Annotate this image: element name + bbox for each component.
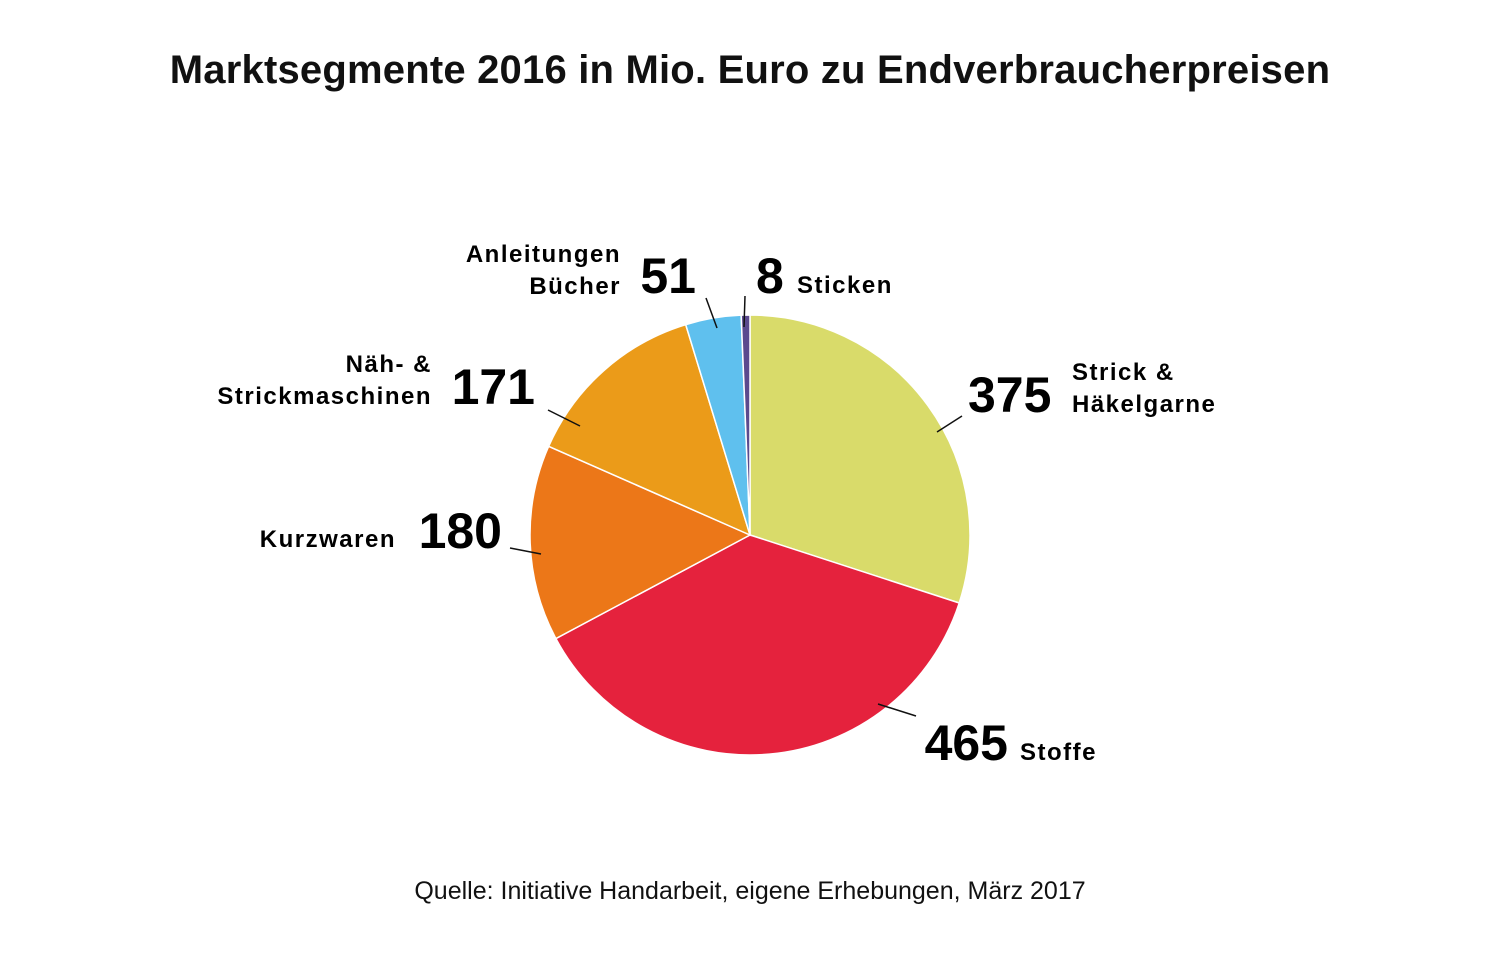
slice-label-stoffe: Stoffe [1020,739,1097,766]
leader-line-anleitungen [705,297,718,329]
data-label-maschinen: 171 [452,359,535,415]
slice-label-sticken: Sticken [797,272,893,299]
pie-slice-sticken [740,314,751,536]
leader-line-maschinen [547,409,581,427]
pie-slice-kurzwaren [529,445,752,640]
slice-label-strick: Strick & Häkelgarne [1072,359,1216,418]
source-note: Quelle: Initiative Handarbeit, eigene Er… [414,877,1086,905]
slice-label-anleitungen: Anleitungen Bücher [466,241,621,300]
data-label-anleitungen: 51 [640,248,696,304]
data-label-stoffe: 465 [925,715,1008,771]
leader-line-strick [936,415,963,433]
leader-line-stoffe [877,703,917,717]
pie-slice-maschinen [547,323,752,537]
slice-label-kurzwaren: Kurzwaren [260,526,396,553]
leader-line-sticken [743,295,746,328]
chart-title: Marktsegmente 2016 in Mio. Euro zu Endve… [169,48,1331,92]
pie-slice-stoffe [554,534,961,756]
data-label-strick: 375 [968,367,1051,423]
slice-label-maschinen: Näh- & Strickmaschinen [217,351,432,410]
data-label-sticken: 8 [756,248,784,304]
data-label-kurzwaren: 180 [419,503,502,559]
leader-line-kurzwaren [509,547,542,555]
pie-slice-strick [749,314,971,604]
